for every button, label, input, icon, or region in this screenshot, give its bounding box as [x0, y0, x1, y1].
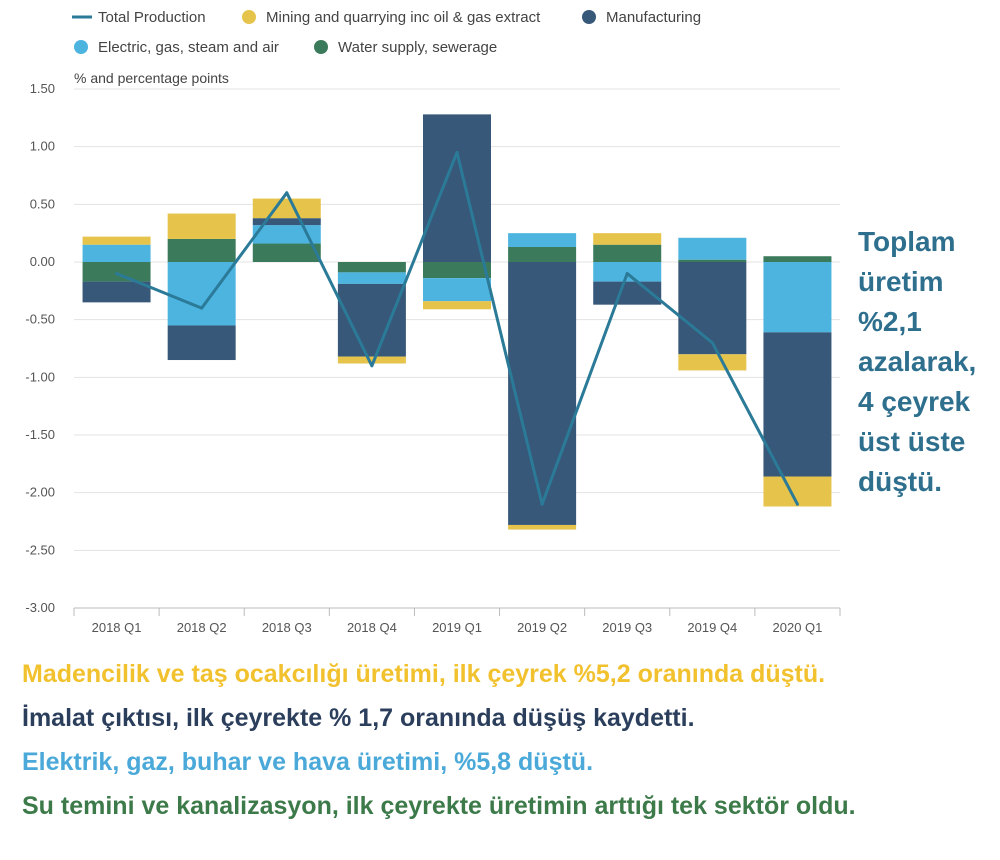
- bar-water-supply: [167, 238, 236, 262]
- total-production-point: [285, 191, 289, 195]
- legend-label: Water supply, sewerage: [338, 39, 497, 56]
- bar-manufacturing: [508, 262, 577, 525]
- bar-water-supply: [82, 262, 151, 282]
- bar-mining: [82, 236, 151, 245]
- bar-water-supply: [678, 259, 747, 262]
- bar-water-supply: [423, 262, 491, 279]
- bar-mining: [423, 301, 491, 310]
- bar-electric-gas: [593, 262, 662, 282]
- y-tick-label: -1.00: [25, 369, 55, 384]
- legend-label: Manufacturing: [606, 9, 701, 26]
- bar-water-supply: [508, 247, 577, 262]
- bar-manufacturing: [167, 325, 236, 361]
- bar-manufacturing: [678, 262, 747, 355]
- legend-dot-marker: [242, 10, 256, 24]
- bar-manufacturing: [252, 218, 321, 226]
- bar-electric-gas: [167, 262, 236, 326]
- bar-manufacturing: [763, 332, 832, 477]
- legend-dot-marker: [74, 40, 88, 54]
- bars: [82, 114, 832, 530]
- y-tick-label: -3.00: [25, 600, 55, 615]
- note-electric: Elektrik, gaz, buhar ve hava üretimi, %5…: [22, 748, 594, 776]
- note-manufacturing: İmalat çıktısı, ilk çeyrekte % 1,7 oranı…: [22, 704, 695, 732]
- side-note-line: %2,1: [858, 306, 922, 337]
- x-tick-label: 2019 Q3: [602, 620, 652, 635]
- x-tick-label: 2018 Q4: [347, 620, 397, 635]
- total-production-point: [540, 502, 544, 506]
- legend-item: Water supply, sewerage: [314, 39, 497, 56]
- side-note-line: Toplam: [858, 226, 956, 257]
- y-tick-label: -1.50: [25, 427, 55, 442]
- y-tick-label: 0.50: [30, 196, 55, 211]
- bar-mining: [508, 524, 577, 530]
- x-tick-label: 2019 Q2: [517, 620, 567, 635]
- x-tick-label: 2018 Q2: [177, 620, 227, 635]
- side-note-line: düştü.: [858, 466, 942, 497]
- side-note-line: 4 çeyrek: [858, 386, 971, 417]
- total-production-point: [795, 502, 799, 506]
- y-tick-label: 1.50: [30, 81, 55, 96]
- legend-item: Electric, gas, steam and air: [74, 39, 279, 56]
- x-tick-label: 2018 Q1: [92, 620, 142, 635]
- side-note-line: üretim: [858, 266, 944, 297]
- total-production-point: [710, 341, 714, 345]
- bar-water-supply: [593, 244, 662, 262]
- bar-water-supply: [252, 243, 321, 262]
- side-note: Toplam üretim %2,1 azalarak, 4 çeyrek üs…: [858, 222, 998, 502]
- y-tick-label: 0.00: [30, 254, 55, 269]
- total-production-point: [370, 364, 374, 368]
- bar-manufacturing: [423, 114, 491, 262]
- production-chart: Total Production Mining and quarrying inc…: [25, 9, 841, 635]
- total-production-point: [200, 306, 204, 310]
- chart-legend: Total Production Mining and quarrying inc…: [72, 9, 701, 56]
- bar-electric-gas: [678, 237, 747, 260]
- bar-water-supply: [337, 262, 406, 273]
- y-tick-label: 1.00: [30, 139, 55, 154]
- bar-electric-gas: [763, 262, 832, 333]
- y-axis-unit-label: % and percentage points: [74, 70, 229, 86]
- total-production-point: [455, 150, 459, 154]
- bar-manufacturing: [82, 281, 151, 303]
- x-tick-label: 2019 Q4: [687, 620, 737, 635]
- legend-item: Total Production: [72, 9, 206, 26]
- x-tick-label: 2019 Q1: [432, 620, 482, 635]
- x-tick-label: 2020 Q1: [773, 620, 823, 635]
- bar-electric-gas: [508, 233, 577, 248]
- legend-label: Mining and quarrying inc oil & gas extra…: [266, 9, 541, 26]
- x-axis: [73, 607, 841, 616]
- x-axis-ticks: 2018 Q1 2018 Q2 2018 Q3 2018 Q4 2019 Q1 2019 …: [92, 620, 823, 635]
- legend-dot-marker: [582, 10, 596, 24]
- y-tick-label: -2.50: [25, 542, 55, 557]
- bar-mining: [593, 233, 662, 245]
- bar-mining: [167, 213, 236, 239]
- legend-item: Manufacturing: [582, 9, 701, 26]
- legend-label: Total Production: [98, 9, 206, 26]
- bar-electric-gas: [337, 272, 406, 284]
- bar-mining: [678, 354, 747, 371]
- total-production-line-group: [115, 150, 799, 506]
- legend-item: Mining and quarrying inc oil & gas extra…: [242, 9, 541, 26]
- bar-electric-gas: [82, 244, 151, 262]
- note-water: Su temini ve kanalizasyon, ilk çeyrekte …: [22, 792, 856, 820]
- legend-dot-marker: [314, 40, 328, 54]
- bar-mining: [337, 356, 406, 364]
- bar-electric-gas: [423, 278, 491, 302]
- bar-mining: [252, 198, 321, 219]
- x-tick-label: 2018 Q3: [262, 620, 312, 635]
- y-axis-ticks: 1.50 1.00 0.50 0.00 -0.50 -1.00 -1.50 -2.00 -2.5…: [25, 81, 55, 615]
- side-note-line: üst üste: [858, 426, 966, 457]
- bar-water-supply: [763, 256, 832, 262]
- y-tick-label: -2.00: [25, 485, 55, 500]
- side-note-line: azalarak,: [858, 346, 977, 377]
- legend-label: Electric, gas, steam and air: [98, 39, 279, 56]
- total-production-point: [115, 272, 119, 276]
- y-tick-label: -0.50: [25, 312, 55, 327]
- note-mining: Madencilik ve taş ocakcılığı üretimi, il…: [22, 660, 826, 688]
- total-production-point: [625, 272, 629, 276]
